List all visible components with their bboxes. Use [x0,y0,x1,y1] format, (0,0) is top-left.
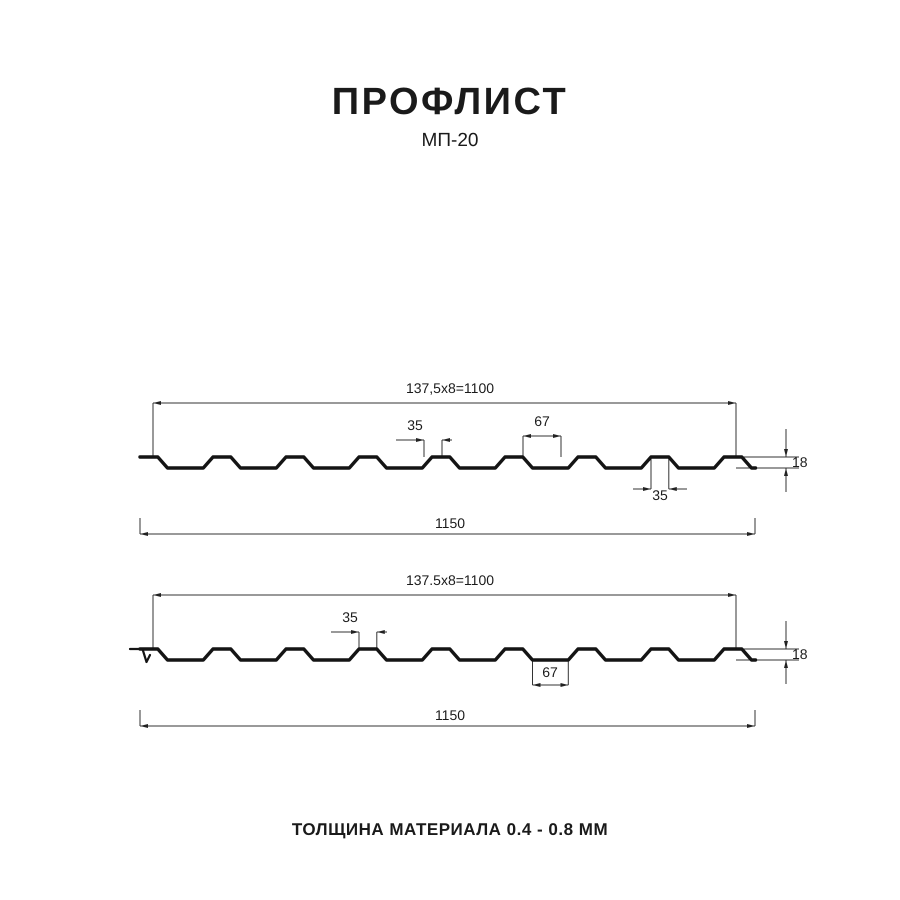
svg-text:18: 18 [792,454,808,470]
svg-text:18: 18 [792,646,808,662]
svg-text:137.5x8=1100: 137.5x8=1100 [406,572,494,588]
svg-text:67: 67 [534,413,550,429]
svg-text:67: 67 [542,664,558,680]
svg-text:35: 35 [652,487,668,503]
svg-text:1150: 1150 [435,515,465,531]
svg-text:1150: 1150 [435,707,465,723]
svg-text:35: 35 [342,609,358,625]
svg-text:137,5x8=1100: 137,5x8=1100 [406,380,494,396]
svg-text:35: 35 [407,417,423,433]
